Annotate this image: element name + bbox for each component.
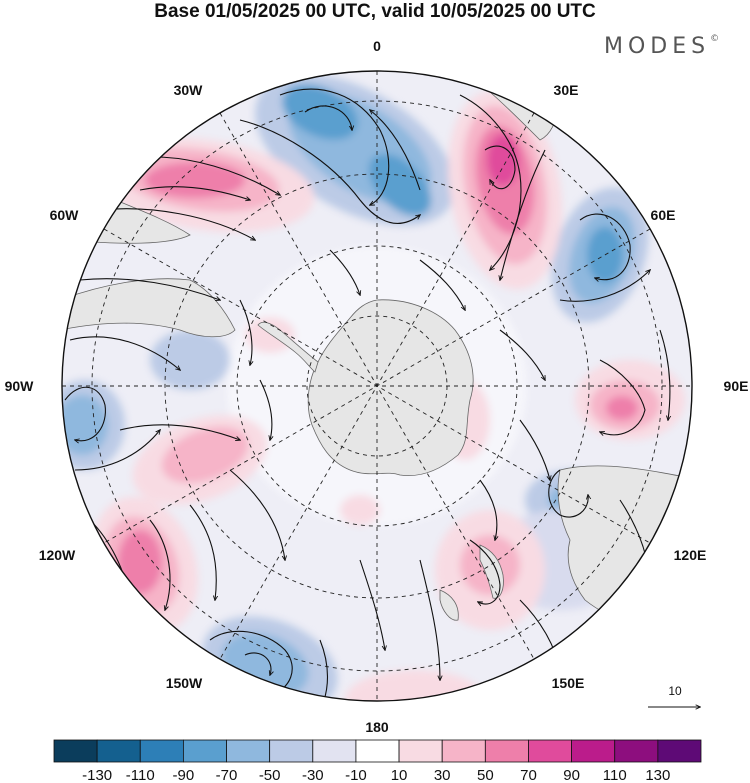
reference-vector-label: 10 (668, 684, 682, 698)
label-lon-150e: 150E (552, 675, 585, 691)
colorbar-box (614, 739, 659, 763)
modes-logo: MODES© (604, 34, 719, 59)
antarctic-peninsula (257, 321, 319, 373)
copyright-mark: © (710, 34, 720, 44)
new-zealand (479, 544, 504, 599)
chart-title: Base 01/05/2025 00 UTC, valid 10/05/2025… (154, 1, 596, 22)
colorbar-tick-label: -70 (216, 767, 238, 783)
label-lon-120w: 120W (39, 547, 76, 563)
colorbar-box (571, 739, 616, 763)
colorbar-tick-label: -30 (302, 767, 324, 783)
colorbar-box (528, 739, 572, 763)
colorbar-box (312, 739, 357, 763)
colorbar-tick-labels: -130 -110 -90 -70 -50 -30 -10 10 30 50 70 90 110 130 (82, 767, 670, 783)
colorbar-tick-label: -10 (345, 767, 367, 783)
colorbar-box (226, 739, 271, 763)
colorbar-tick-label: 70 (520, 767, 537, 783)
polar-map: 0 30E 60E 90E 120E 150E 180 150W 120W 90… (5, 38, 749, 735)
new-zealand-south (439, 589, 459, 621)
colorbar-tick-label: 110 (603, 767, 627, 783)
colorbar-tick-label: 50 (477, 767, 494, 783)
colorbar-box (355, 739, 400, 763)
label-lon-60e: 60E (651, 207, 676, 223)
label-lon-60w: 60W (50, 207, 80, 223)
label-lon-90w: 90W (5, 378, 35, 394)
label-lon-30w: 30W (174, 82, 204, 98)
map-boundary (61, 70, 693, 702)
colorbar-box (484, 739, 529, 763)
colorbar-box (269, 739, 314, 763)
colorbar-tick-label: -110 (126, 767, 155, 783)
reference-vector: 10 (648, 684, 700, 707)
antarctica (307, 299, 474, 476)
colorbar-tick-label: 130 (645, 767, 670, 783)
logo-text: MODES (604, 34, 711, 59)
graticule (62, 71, 692, 701)
colorbar-boxes (53, 739, 702, 763)
label-lon-30e: 30E (554, 82, 579, 98)
colorbar-box (657, 739, 702, 763)
colorbar-tick-label: 10 (391, 767, 408, 783)
colorbar-box (96, 739, 141, 763)
label-lon-150w: 150W (166, 675, 203, 691)
label-lon-90e: 90E (724, 378, 749, 394)
colorbar-box (398, 739, 443, 763)
longitude-labels: 0 30E 60E 90E 120E 150E 180 150W 120W 90… (5, 38, 749, 735)
colorbar-box (182, 739, 227, 763)
map-disk (62, 71, 692, 701)
label-lon-180: 180 (365, 719, 389, 735)
wind-streamlines (64, 88, 670, 701)
colorbar-box (139, 739, 184, 763)
colorbar-tick-label: -50 (259, 767, 281, 783)
colorbar-box (53, 739, 98, 763)
label-lon-120e: 120E (674, 547, 707, 563)
colorbar-tick-label: -90 (173, 767, 195, 783)
colorbar-tick-label: -130 (82, 767, 112, 783)
label-lon-0: 0 (373, 38, 381, 54)
colorbar-box (441, 739, 486, 763)
colorbar-tick-label: 30 (434, 767, 451, 783)
colorbar-tick-label: 90 (563, 767, 580, 783)
